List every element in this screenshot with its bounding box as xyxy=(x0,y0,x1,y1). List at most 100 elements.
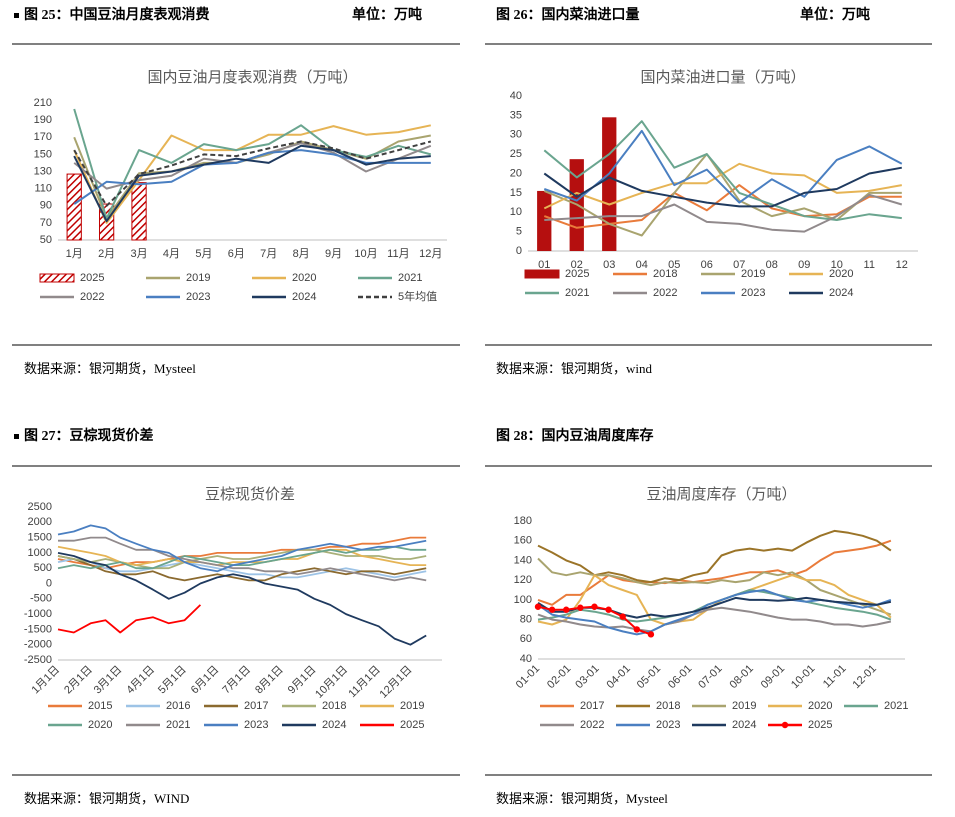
legend-swatch xyxy=(524,269,560,279)
series-line xyxy=(543,153,902,237)
marker xyxy=(605,606,612,613)
legend-label: 2024 xyxy=(829,287,853,299)
legend-label: 2025 xyxy=(80,272,104,284)
x-tick-label: 5月 xyxy=(195,248,212,260)
chart-title: 豆棕现货价差 xyxy=(205,486,295,503)
legend-label: 2024 xyxy=(292,291,316,303)
legend-label: 2023 xyxy=(186,291,210,303)
bar xyxy=(537,190,552,251)
x-tick-label: 10 xyxy=(831,259,843,271)
legend-label: 2018 xyxy=(653,268,677,280)
bar xyxy=(131,182,147,241)
figure-caption: 图 27：豆棕现货价差 xyxy=(24,427,154,444)
x-tick-label: 06 xyxy=(701,259,713,271)
series-line xyxy=(73,140,432,207)
legend-label: 2025 xyxy=(565,268,589,280)
y-tick-label: -2000 xyxy=(24,639,52,651)
legend-swatch xyxy=(39,273,75,283)
chart-title: 豆油周度库存（万吨） xyxy=(646,486,796,503)
series-line xyxy=(57,524,427,573)
x-tick-label: 4月 xyxy=(163,248,180,260)
legend-label: 2023 xyxy=(656,719,680,731)
legend-label: 2017 xyxy=(580,700,604,712)
x-tick-label: 05 xyxy=(668,259,680,271)
y-tick-label: 30 xyxy=(510,129,522,141)
series-line xyxy=(543,129,903,204)
legend-marker xyxy=(781,721,789,729)
y-tick-label: 160 xyxy=(514,535,532,547)
source-note: 数据来源：银河期货，wind xyxy=(496,361,653,376)
y-tick-label: 40 xyxy=(510,90,522,102)
legend-label: 2015 xyxy=(88,700,112,712)
y-tick-label: 15 xyxy=(510,187,522,199)
legend-label: 2019 xyxy=(741,268,765,280)
y-tick-label: 0 xyxy=(46,577,52,589)
y-tick-label: 500 xyxy=(34,562,52,574)
x-tick-label: 09 xyxy=(798,259,810,271)
x-tick-label: 1月 xyxy=(66,248,83,260)
x-tick-label: 01 xyxy=(538,259,550,271)
legend-label: 2025 xyxy=(400,719,424,731)
marker xyxy=(577,604,584,611)
x-tick-label: 03 xyxy=(603,259,615,271)
series-line xyxy=(543,120,902,221)
legend-label: 2020 xyxy=(829,268,853,280)
x-tick-label: 3月 xyxy=(130,248,147,260)
bar xyxy=(66,173,82,241)
x-tick-label: 8月 xyxy=(293,248,310,260)
series-line xyxy=(537,557,892,616)
marker xyxy=(591,603,598,610)
unit: 单位：万吨 xyxy=(352,6,422,23)
legend-label: 2022 xyxy=(80,291,104,303)
legend-label: 2017 xyxy=(244,700,268,712)
series-line xyxy=(57,552,427,646)
y-tick-label: 170 xyxy=(34,131,52,143)
y-tick-label: -1500 xyxy=(24,623,52,635)
source-note: 数据来源：银河期货，Mysteel xyxy=(496,791,668,806)
figure-caption: 图 25：中国豆油月度表观消费 xyxy=(24,6,210,23)
legend-label: 2023 xyxy=(741,287,765,299)
legend-label: 2021 xyxy=(398,272,422,284)
x-tick-label: 11 xyxy=(864,259,875,271)
y-tick-label: 2500 xyxy=(28,501,52,513)
marker xyxy=(619,613,626,620)
y-tick-label: -2500 xyxy=(24,654,52,666)
chart-title: 国内菜油进口量（万吨） xyxy=(640,69,805,86)
x-tick-label: 9月 xyxy=(325,248,342,260)
legend-label: 2016 xyxy=(166,700,190,712)
legend-label: 2022 xyxy=(653,287,677,299)
legend-label: 2025 xyxy=(808,719,832,731)
y-tick-label: 100 xyxy=(514,594,532,606)
series-line xyxy=(543,184,902,229)
source-note: 数据来源：银河期货，WIND xyxy=(24,791,189,806)
legend-label: 2021 xyxy=(166,719,190,731)
y-tick-label: 50 xyxy=(40,234,52,246)
bullet xyxy=(14,434,19,439)
marker xyxy=(548,606,556,613)
y-tick-label: 1000 xyxy=(28,547,52,559)
legend-label: 2023 xyxy=(244,719,268,731)
y-tick-label: 0 xyxy=(516,245,522,257)
y-tick-label: 90 xyxy=(40,200,52,212)
marker xyxy=(647,631,655,638)
series-line xyxy=(537,606,892,633)
legend-label: 2024 xyxy=(322,719,346,731)
y-tick-label: 210 xyxy=(34,97,52,109)
series-line xyxy=(57,536,427,570)
y-tick-label: 110 xyxy=(34,183,52,195)
series-line xyxy=(57,545,427,566)
y-tick-label: 190 xyxy=(34,114,52,126)
x-tick-label: 08 xyxy=(766,259,778,271)
bullet xyxy=(14,13,19,18)
y-tick-label: 70 xyxy=(40,217,52,229)
x-tick-label: 07 xyxy=(733,259,745,271)
series-line xyxy=(57,604,202,634)
legend-label: 2018 xyxy=(656,700,680,712)
legend-label: 2019 xyxy=(732,700,756,712)
legend-label: 2022 xyxy=(580,719,604,731)
y-tick-label: 10 xyxy=(510,206,522,218)
legend-label: 2020 xyxy=(808,700,832,712)
series-line xyxy=(544,193,903,233)
